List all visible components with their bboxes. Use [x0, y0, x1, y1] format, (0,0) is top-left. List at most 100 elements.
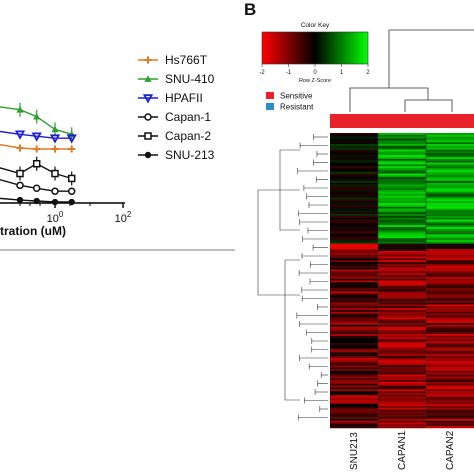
heatmap-cell	[426, 188, 474, 191]
legend-label: SNU-213	[165, 148, 215, 162]
heatmap-cell	[330, 249, 378, 252]
heatmap-cell	[426, 328, 474, 331]
heatmap-cell	[426, 287, 474, 290]
heatmap-cell	[426, 195, 474, 198]
heatmap-cell	[378, 289, 426, 292]
group-color-bar	[330, 114, 474, 128]
heatmap-cell	[330, 230, 378, 233]
heatmap-cell	[378, 201, 426, 204]
heatmap-cell	[426, 396, 474, 399]
heatmap-cell	[426, 345, 474, 348]
heatmap-cell	[378, 352, 426, 355]
heatmap-cell	[426, 192, 474, 195]
heatmap-cell	[378, 238, 426, 241]
heatmap-cell	[330, 223, 378, 226]
heatmap-cell	[426, 321, 474, 324]
heatmap-cell	[330, 263, 378, 266]
heatmap-cell	[378, 398, 426, 401]
heatmap-cell	[330, 424, 378, 427]
legend-label: Capan-2	[165, 129, 211, 143]
heatmap-cell	[330, 282, 378, 285]
heatmap-cell	[378, 136, 426, 139]
heatmap-cell	[378, 317, 426, 320]
heatmap-cell	[378, 186, 426, 189]
heatmap-cell	[378, 179, 426, 182]
heatmap-cell	[378, 337, 426, 340]
heatmap-cell	[426, 138, 474, 141]
heatmap-cell	[378, 155, 426, 158]
heatmap-cell	[426, 389, 474, 392]
data-point	[51, 187, 59, 195]
heatmap-cell	[426, 335, 474, 338]
heatmap-cell	[378, 298, 426, 302]
heatmap-cell	[378, 276, 426, 279]
heatmap-cell	[378, 258, 426, 261]
heatmap-cell	[426, 210, 474, 213]
heatmap-cell	[378, 282, 426, 285]
group-legend-label: Sensitive	[280, 92, 313, 101]
heatmap-cell	[378, 322, 426, 325]
heatmap-cell	[378, 236, 426, 239]
heatmap-cell	[378, 339, 426, 342]
heatmap-cell	[330, 162, 378, 165]
heatmap-cell	[426, 324, 474, 327]
heatmap-cell	[426, 193, 474, 196]
heatmap-cell	[426, 162, 474, 165]
heatmap-cell	[378, 361, 426, 364]
heatmap-cell	[426, 147, 474, 150]
heatmap-cell	[330, 138, 378, 141]
color-key-label: Row Z-Score	[299, 78, 331, 84]
heatmap-cell	[330, 286, 378, 289]
heatmap-cell	[330, 160, 378, 163]
heatmap-cell	[378, 269, 426, 272]
heatmap-cell	[378, 138, 426, 141]
heatmap-cell	[378, 245, 426, 248]
heatmap-cell	[378, 356, 426, 359]
heatmap-cell	[426, 155, 474, 158]
heatmap-cell	[330, 247, 378, 250]
legend-item: SNU-213	[138, 148, 215, 162]
heatmap-cell	[426, 214, 474, 217]
heatmap-cell	[426, 330, 474, 333]
heatmap-cell	[378, 422, 426, 425]
heatmap-cell	[426, 164, 474, 167]
heatmap-cell	[378, 335, 426, 338]
heatmap-cell	[330, 385, 378, 388]
heatmap-cell	[426, 295, 474, 298]
heatmap-cell	[330, 147, 378, 150]
heatmap-cell	[378, 372, 426, 375]
heatmap-cell	[378, 330, 426, 333]
heatmap-cell	[426, 356, 474, 359]
heatmap-cell	[426, 404, 474, 407]
heatmap-cell	[330, 168, 378, 171]
heatmap-cell	[378, 134, 426, 137]
heatmap-cell	[330, 372, 378, 375]
heatmap-cell	[378, 319, 426, 322]
heatmap-cell	[378, 378, 426, 381]
heatmap-cell	[426, 370, 474, 373]
heatmap-cell	[378, 385, 426, 388]
heatmap-cell	[330, 374, 378, 377]
heatmap-cell	[378, 333, 426, 337]
heatmap-cell	[330, 363, 378, 366]
data-point	[16, 106, 24, 113]
group-legend-swatch	[266, 92, 274, 99]
heatmap-cell	[378, 140, 426, 143]
heatmap-cell	[330, 332, 378, 335]
heatmap-cell	[378, 177, 426, 180]
heatmap-cells	[330, 133, 474, 429]
heatmap-cell	[426, 343, 474, 346]
heatmap-cell	[378, 262, 426, 265]
heatmap-cell	[426, 180, 474, 184]
heatmap-cell	[378, 280, 426, 283]
heatmap-cell	[378, 239, 426, 243]
heatmap-cell	[330, 164, 378, 167]
heatmap-cell	[330, 269, 378, 272]
heatmap-cell	[426, 357, 474, 361]
heatmap-cell	[378, 293, 426, 296]
heatmap-cell	[426, 398, 474, 401]
heatmap-cell	[330, 284, 378, 287]
heatmap-cell	[378, 328, 426, 331]
heatmap-cell	[426, 308, 474, 311]
